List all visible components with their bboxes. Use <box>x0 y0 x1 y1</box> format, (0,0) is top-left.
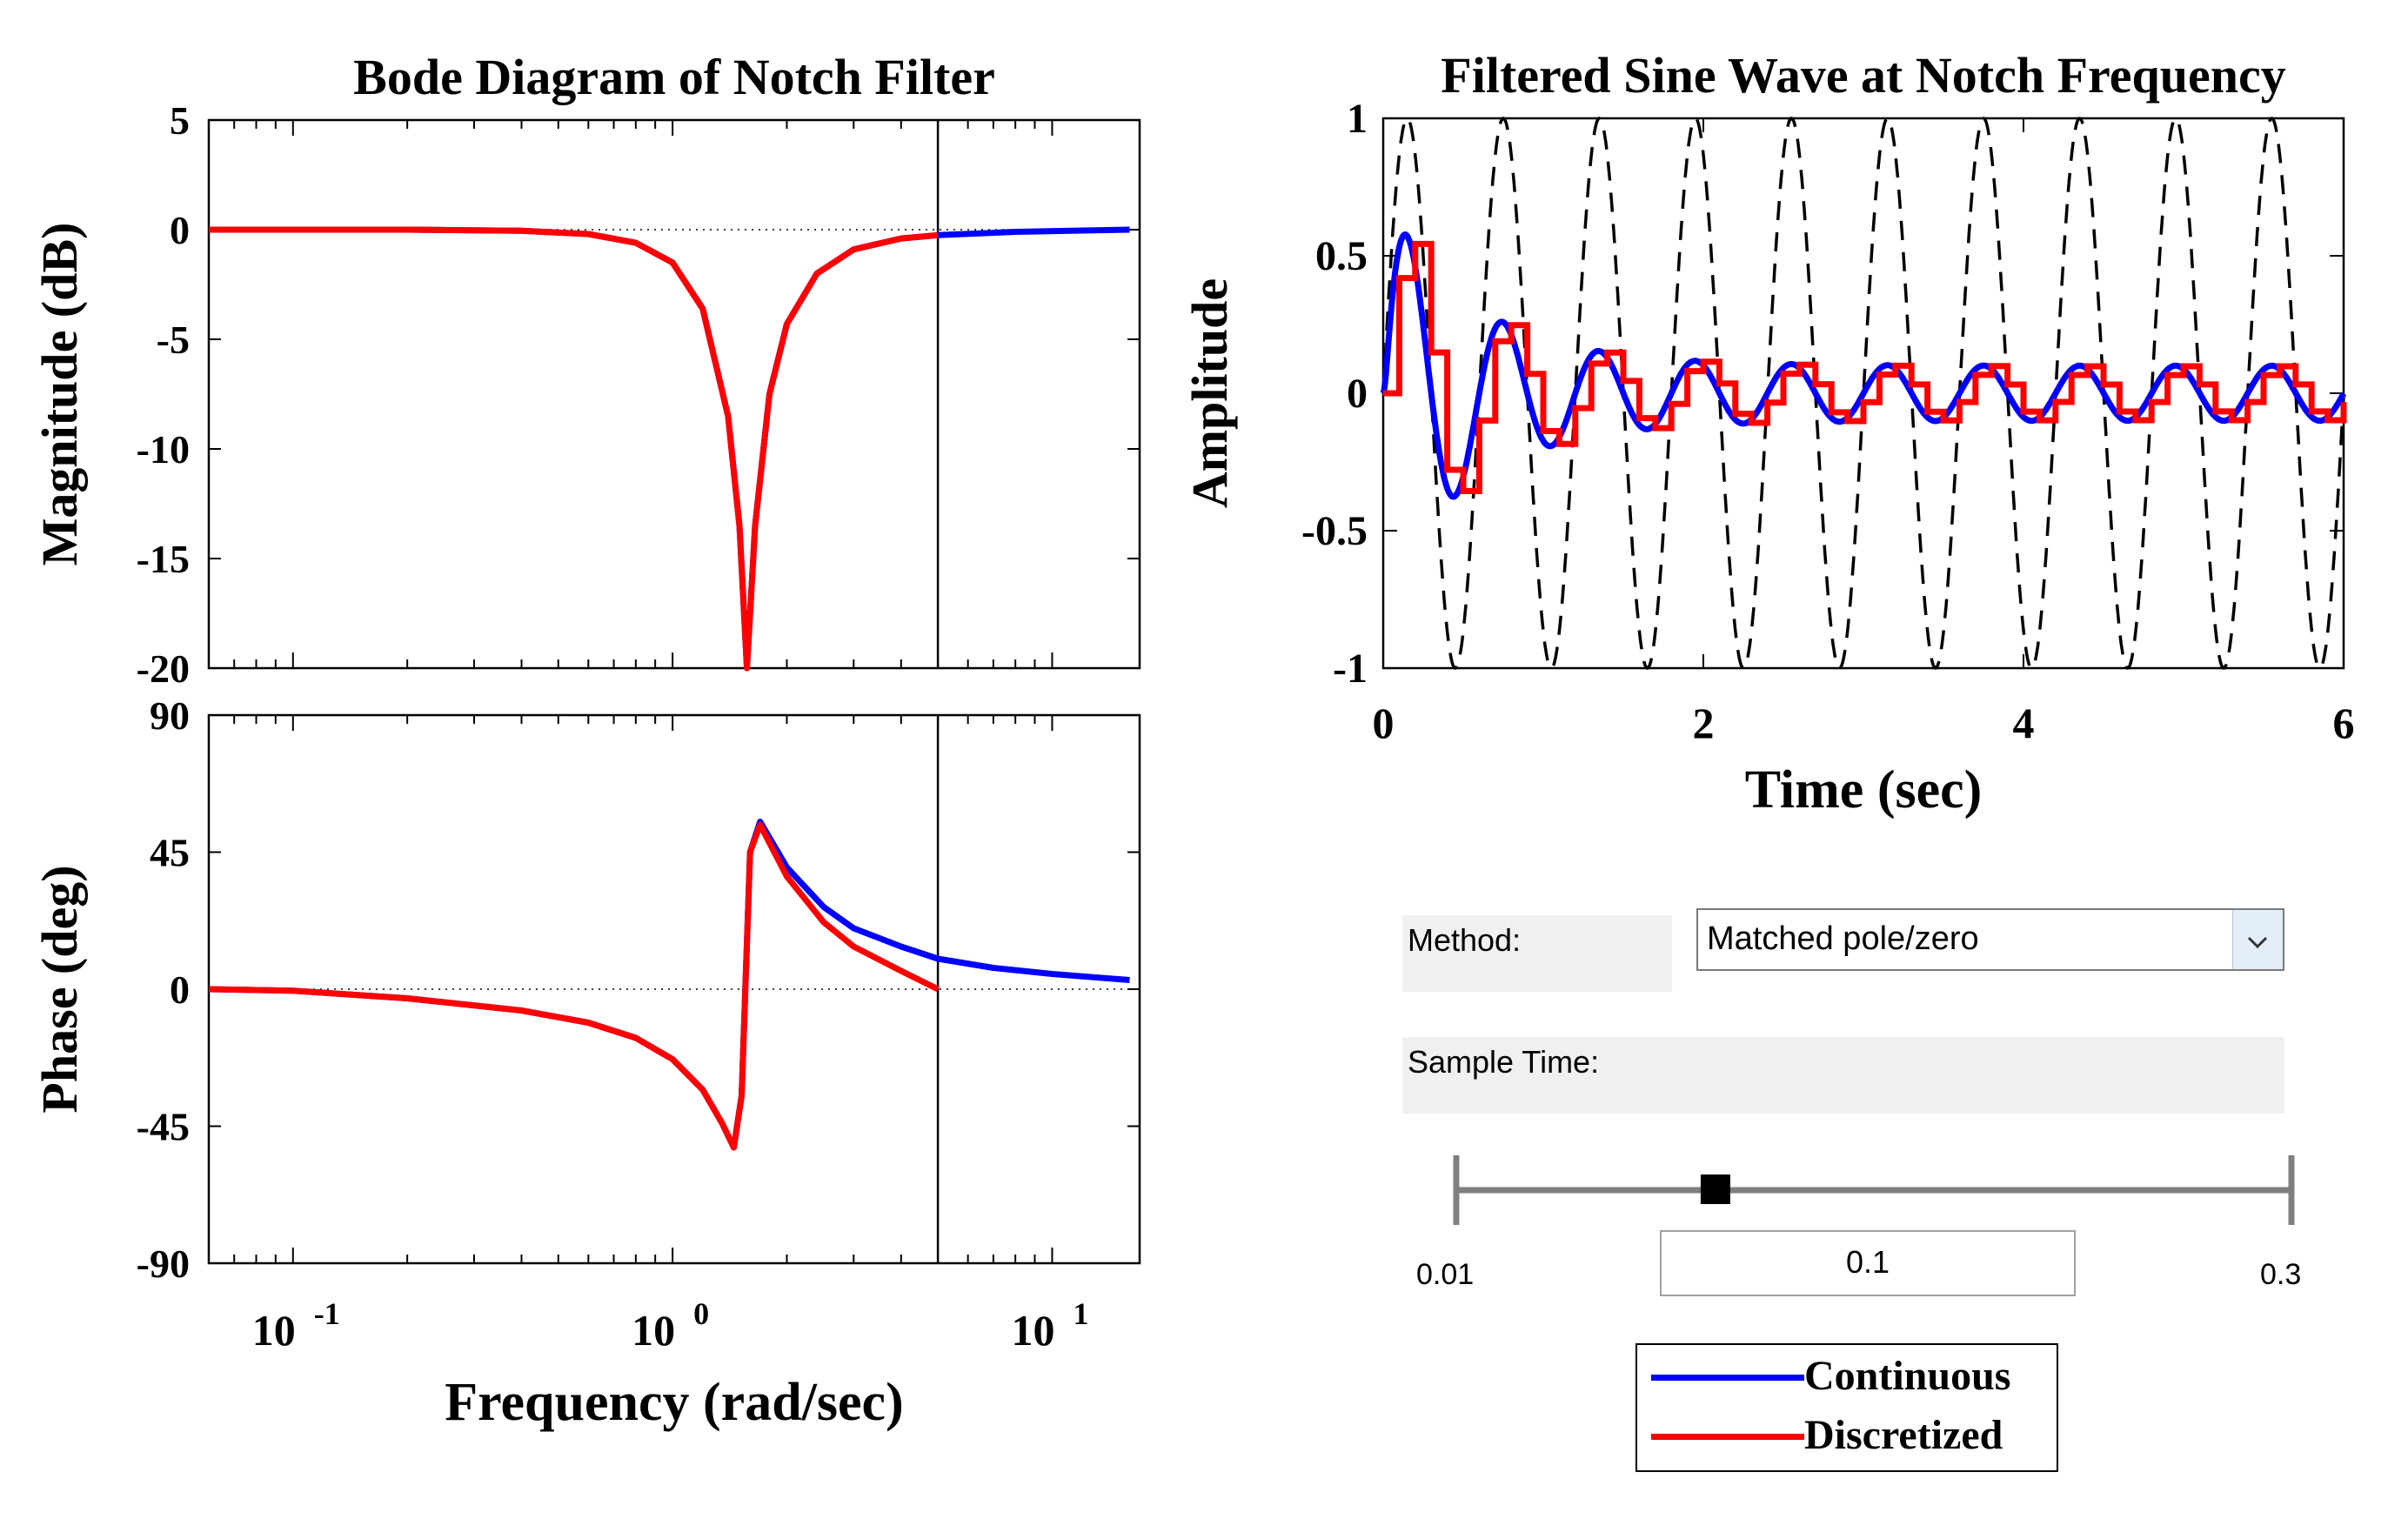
time-plot-title: Filtered Sine Wave at Notch Frequency <box>1441 47 2285 104</box>
bode-x-tick-exponent: 0 <box>693 1296 709 1331</box>
bode-title: Bode Diagram of Notch Filter <box>353 49 995 105</box>
bode-x-axis-label: Frequency (rad/sec) <box>445 1373 903 1432</box>
dropdown-arrow[interactable] <box>2232 910 2283 969</box>
sample-time-label-text: Sample Time: <box>1408 1044 1600 1080</box>
magnitude-y-tick-label: 0 <box>170 208 190 252</box>
legend-item-discretized: Discretized <box>1637 1409 2057 1462</box>
magnitude-y-tick-label: 5 <box>170 98 190 143</box>
phase-y-axis-label: Phase (deg) <box>31 865 88 1113</box>
time-y-tick-label: -1 <box>1333 646 1368 692</box>
magnitude-y-tick-label: -5 <box>157 318 190 362</box>
time-x-tick-label: 0 <box>1373 699 1395 747</box>
magnitude-series-discretized <box>209 226 939 672</box>
sample-time-slider[interactable] <box>1427 1150 2297 1228</box>
magnitude-y-tick-label: -15 <box>137 537 190 581</box>
phase-y-tick-label: -90 <box>137 1241 190 1286</box>
time-y-axis-label: Amplitude <box>1181 278 1238 508</box>
phase-y-tick-label: 90 <box>150 693 190 738</box>
legend-swatch-discretized <box>1651 1434 1804 1440</box>
sample-time-value-box[interactable]: 0.1 <box>1660 1230 2076 1296</box>
method-label: Method: <box>1402 915 1672 992</box>
sample-time-label: Sample Time: <box>1402 1037 2284 1114</box>
time-series-discretized <box>1383 240 2347 494</box>
method-dropdown-value: Matched pole/zero <box>1707 920 1979 957</box>
sample-time-value: 0.1 <box>1845 1244 1890 1280</box>
phase-series-discretized <box>208 821 940 1151</box>
magnitude-y-tick-label: -20 <box>137 646 190 691</box>
time-y-tick-label: -0.5 <box>1301 508 1368 554</box>
time-y-tick-label: 1 <box>1347 96 1368 142</box>
time-y-tick-label: 0.5 <box>1315 233 1368 279</box>
phase-axes-box <box>207 713 1141 1265</box>
magnitude-y-axis-label: Magnitude (dB) <box>31 223 88 566</box>
bode-x-tick-exponent: 1 <box>1073 1296 1088 1331</box>
chevron-down-icon <box>2247 936 2268 949</box>
time-x-tick-label: 2 <box>1693 699 1715 747</box>
time-x-tick-label: 6 <box>2333 699 2355 747</box>
legend: Continuous Discretized <box>1635 1343 2058 1472</box>
legend-item-continuous: Continuous <box>1637 1350 2057 1402</box>
bode-x-tick-exponent: -1 <box>314 1296 340 1331</box>
time-x-axis-label: Time (sec) <box>1745 760 1983 820</box>
slider-min-label: 0.01 <box>1416 1258 1475 1291</box>
phase-y-tick-label: -45 <box>137 1105 190 1149</box>
bode-x-tick-label: 10 <box>1011 1306 1054 1355</box>
method-dropdown[interactable]: Matched pole/zero <box>1696 908 2284 971</box>
magnitude-y-tick-label: -10 <box>137 427 190 472</box>
time-y-tick-label: 0 <box>1347 371 1368 417</box>
legend-label-discretized: Discretized <box>1804 1412 2003 1458</box>
time-x-tick-label: 4 <box>2013 699 2035 747</box>
phase-y-tick-label: 45 <box>150 831 190 875</box>
bode-x-tick-label: 10 <box>632 1306 675 1355</box>
phase-y-tick-label: 0 <box>170 967 190 1012</box>
legend-swatch-continuous <box>1651 1375 1804 1381</box>
slider-max-label: 0.3 <box>2260 1258 2302 1291</box>
legend-label-continuous: Continuous <box>1804 1353 2011 1399</box>
method-label-text: Method: <box>1408 922 1522 958</box>
magnitude-axes-box <box>207 118 1141 670</box>
slider-thumb[interactable] <box>1700 1174 1730 1204</box>
bode-x-tick-label: 10 <box>252 1306 296 1355</box>
